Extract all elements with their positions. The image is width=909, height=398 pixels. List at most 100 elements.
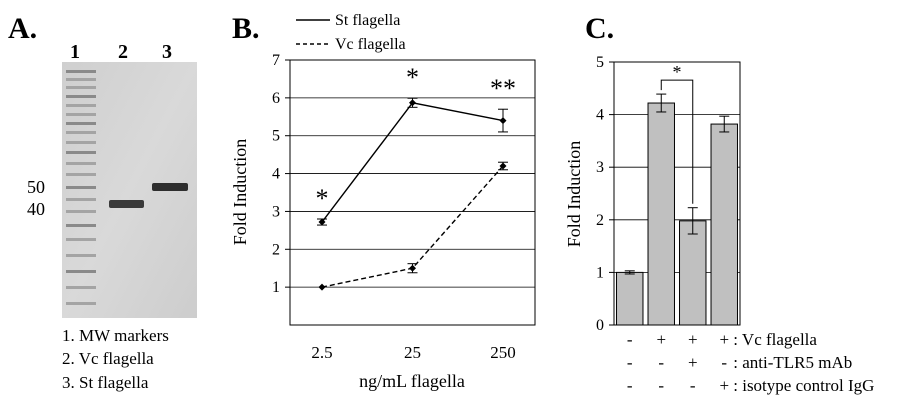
chart-b-y-tick-label: 4	[272, 166, 280, 183]
chart-c-condition-label: : isotype control IgG	[733, 376, 874, 395]
legend-label-st: St flagella	[335, 12, 400, 29]
chart-b-data-point	[499, 162, 507, 170]
chart-c-condition-table: - + + +: Vc flagella- - + -: anti-TLR5 mAb- - - +…	[627, 330, 875, 395]
chart-c-y-axis-label: Fold Induction	[564, 141, 584, 248]
chart-b-series	[317, 97, 508, 291]
ladder-band	[66, 198, 96, 201]
ladder-band	[66, 78, 96, 81]
chart-b-annotations: ** **	[316, 63, 517, 213]
chart-c-condition-sign: -	[658, 353, 664, 372]
ladder-band	[66, 141, 96, 144]
ladder-band	[66, 162, 96, 165]
ladder-band	[66, 70, 96, 73]
chart-b-x-axis-label: ng/mL flagella	[359, 371, 465, 391]
chart-b-y-tick-label: 1	[272, 279, 280, 296]
chart-c-significance-bracket	[660, 79, 694, 204]
panel-a: A. 1 2 3 50 40 1. MW markers 2. Vc flage…	[8, 12, 197, 392]
chart-c-condition-sign: -	[690, 376, 696, 395]
chart-c-condition-sign: +	[688, 353, 698, 372]
chart-c-condition-sign: -	[721, 353, 727, 372]
ladder-band	[66, 254, 96, 257]
chart-b-y-tick-label: 6	[272, 90, 280, 107]
chart-c-significance: *	[660, 62, 694, 204]
chart-c-bar	[679, 220, 707, 326]
ladder-band	[66, 122, 96, 125]
chart-c-condition-sign: +	[688, 330, 698, 349]
ladder-band	[66, 131, 96, 134]
chart-c-condition-sign: -	[627, 330, 633, 349]
vc-flagella-band	[109, 200, 144, 208]
ladder-band	[66, 186, 96, 189]
chart-b-data-point	[499, 117, 507, 125]
ladder-band	[66, 210, 96, 213]
chart-b-x-tick-label: 2.5	[311, 343, 332, 362]
chart-c-y-tick-label: 2	[596, 212, 604, 229]
chart-b-y-axis-label: Fold Induction	[230, 139, 250, 246]
chart-c-bars	[616, 93, 738, 326]
chart-b-significance-marker: *	[406, 63, 419, 92]
mw-tick-50: 50	[27, 177, 45, 197]
chart-c-y-tick-label: 4	[596, 107, 604, 124]
chart-c-bar	[616, 271, 644, 326]
ladder-band	[66, 151, 96, 154]
chart-c-condition-sign: -	[627, 376, 633, 395]
panel-c-label: C.	[585, 12, 614, 45]
chart-b-data-point	[409, 99, 416, 107]
chart-c-condition-label: : anti-TLR5 mAb	[733, 353, 852, 372]
gel-legend-2: 2. Vc flagella	[62, 349, 154, 368]
chart-c-condition-sign: +	[656, 330, 666, 349]
chart-c-significance-marker: *	[673, 62, 682, 82]
panel-a-label: A.	[8, 12, 37, 45]
lane-number-1: 1	[70, 41, 80, 63]
chart-c-bar	[710, 123, 738, 326]
chart-c-y-tick-label: 3	[596, 159, 604, 176]
marker-ladder	[66, 70, 96, 305]
ladder-band	[66, 104, 96, 107]
chart-b-y-tick-label: 3	[272, 203, 280, 220]
chart-b-data-point	[318, 283, 326, 291]
ladder-band	[66, 302, 96, 305]
chart-b-significance-marker: *	[316, 184, 329, 213]
chart-c-condition-sign: +	[719, 376, 729, 395]
chart-c-y-tick-label: 0	[596, 317, 604, 334]
chart-c-plot-frame	[613, 61, 741, 326]
ladder-band	[66, 224, 96, 227]
chart-b-y-tick-label: 2	[272, 241, 280, 258]
lane-number-3: 3	[162, 41, 172, 63]
chart-b-y-tick-label: 5	[272, 128, 280, 145]
chart-c-condition-label: : Vc flagella	[733, 330, 817, 349]
chart-b-x-ticks: 2.5 25 250	[311, 343, 515, 362]
ladder-band	[66, 270, 96, 273]
chart-b-y-ticks: 1 2 3 4 5 6 7	[272, 52, 290, 296]
gel-legend-3: 3. St flagella	[62, 373, 149, 392]
chart-b-data-point	[318, 218, 326, 226]
chart-b-x-tick-label: 250	[490, 343, 516, 362]
st-flagella-band	[152, 183, 188, 191]
chart-b-x-tick-label: 25	[404, 343, 421, 362]
chart-b-series-line-st	[321, 102, 504, 223]
chart-c-condition-sign: -	[658, 376, 664, 395]
chart-c-condition-sign: +	[719, 330, 729, 349]
gel-legend-1: 1. MW markers	[62, 326, 169, 345]
chart-c-y-tick-label: 5	[596, 54, 604, 71]
ladder-band	[66, 238, 96, 241]
panel-b: B. St flagella Vc flagella 1 2 3 4 5 6 7 2.5 25…	[230, 12, 536, 391]
chart-b-significance-marker: **	[490, 74, 516, 103]
chart-c-bar	[647, 102, 675, 326]
chart-b-y-tick-label: 7	[272, 52, 280, 69]
ladder-band	[66, 95, 96, 98]
chart-b-data-point	[409, 264, 416, 272]
chart-c-condition-sign: -	[627, 353, 633, 372]
chart-c-y-ticks: 0 1 2 3 4 5	[596, 54, 614, 334]
chart-b-plot-frame	[289, 59, 536, 326]
panel-b-label: B.	[232, 12, 260, 45]
ladder-band	[66, 113, 96, 116]
legend-label-vc: Vc flagella	[335, 36, 406, 53]
chart-c-y-tick-label: 1	[596, 264, 604, 281]
lane-number-2: 2	[118, 41, 128, 63]
mw-tick-40: 40	[27, 199, 45, 219]
ladder-band	[66, 86, 96, 89]
ladder-band	[66, 286, 96, 289]
